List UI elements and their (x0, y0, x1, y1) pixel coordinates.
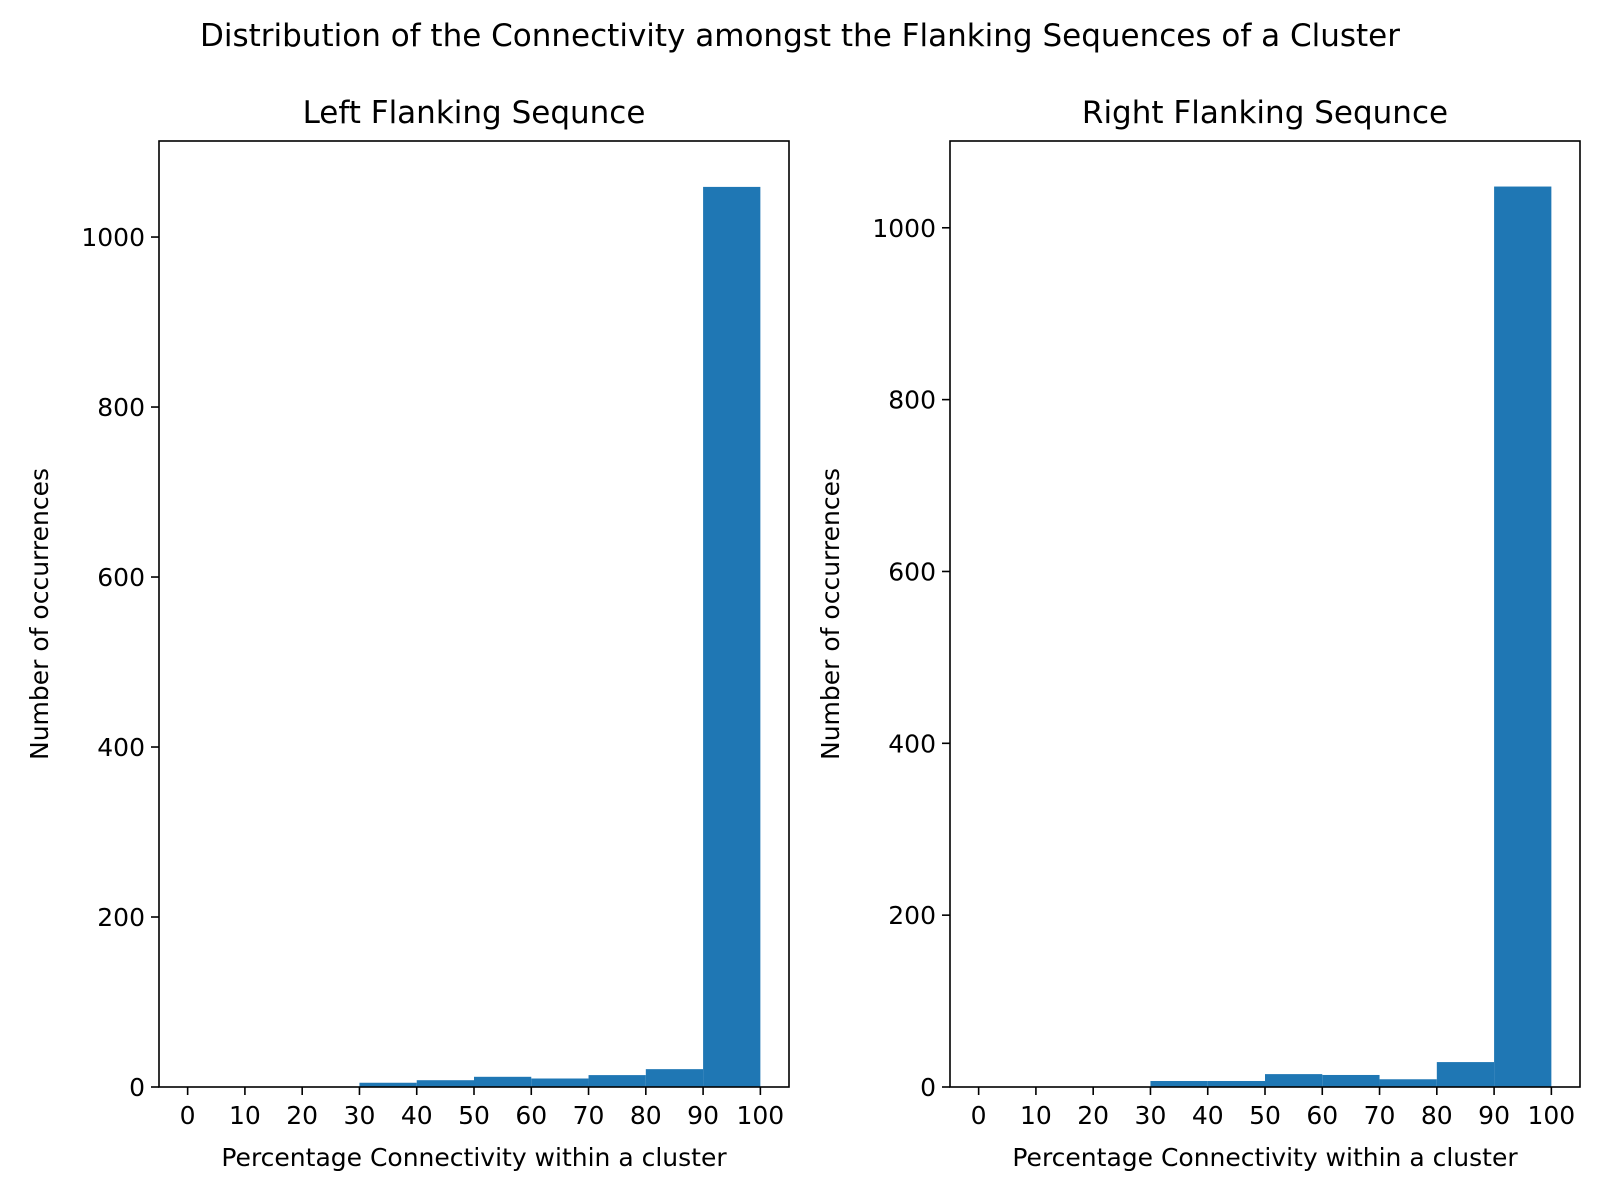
left-histogram-bar (703, 186, 761, 1087)
right-x-tick-label: 70 (1364, 1101, 1396, 1130)
left-y-tick-label: 400 (97, 733, 145, 762)
left-y-tick-label: 0 (129, 1073, 145, 1102)
right-y-axis-label: Number of occurrences (816, 468, 845, 760)
right-y-tick-label: 600 (888, 557, 936, 586)
left-x-axis-label: Percentage Connectivity within a cluster (221, 1143, 727, 1172)
right-histogram-bar (1322, 1074, 1380, 1087)
left-x-tick-label: 10 (229, 1101, 261, 1130)
left-x-tick-label: 20 (286, 1101, 318, 1130)
left-histogram-bar (359, 1082, 417, 1087)
right-histogram-bar (1379, 1079, 1437, 1087)
figure-title: Distribution of the Connectivity amongst… (199, 18, 1400, 54)
left-x-tick-label: 30 (344, 1101, 376, 1130)
right-histogram-bar (1494, 186, 1552, 1088)
right-y-tick-label: 200 (888, 901, 936, 930)
right-x-tick-label: 30 (1135, 1101, 1167, 1130)
left-x-tick-label: 80 (630, 1101, 662, 1130)
left-x-tick-label: 40 (401, 1101, 433, 1130)
right-x-tick-label: 0 (971, 1101, 987, 1130)
right-y-tick-label: 0 (920, 1073, 936, 1102)
right-histogram-bar (1207, 1080, 1265, 1087)
left-histogram-bar (474, 1076, 532, 1087)
left-histogram-bar (588, 1075, 646, 1087)
right-x-tick-label: 50 (1249, 1101, 1281, 1130)
left-x-tick-label: 90 (687, 1101, 719, 1130)
right-x-tick-label: 60 (1306, 1101, 1338, 1130)
right-histogram-bar (1436, 1062, 1495, 1087)
left-y-axis-label: Number of occurrences (25, 468, 54, 760)
right-plot-frame (949, 140, 1581, 1088)
right-y-tick-label: 400 (888, 729, 936, 758)
left-x-tick-label: 100 (737, 1101, 785, 1130)
left-x-tick-label: 50 (458, 1101, 490, 1130)
left-y-tick-label: 600 (97, 563, 145, 592)
left-y-tick-label: 1000 (81, 223, 145, 252)
right-histogram-bar (1265, 1074, 1323, 1087)
right-x-tick-label: 80 (1421, 1101, 1453, 1130)
right-y-tick-label: 800 (888, 386, 936, 415)
right-y-tick-label: 1000 (872, 214, 936, 243)
left-x-tick-label: 60 (515, 1101, 547, 1130)
right-x-tick-label: 100 (1528, 1101, 1576, 1130)
right-x-tick-label: 90 (1478, 1101, 1510, 1130)
left-histogram-bar (416, 1080, 474, 1087)
left-histogram-bar (531, 1078, 589, 1087)
right-x-axis-label: Percentage Connectivity within a cluster (1012, 1143, 1518, 1172)
right-x-tick-label: 40 (1192, 1101, 1224, 1130)
left-y-tick-label: 200 (97, 903, 145, 932)
right-x-tick-label: 20 (1077, 1101, 1109, 1130)
left-panel-title: Left Flanking Sequnce (303, 95, 646, 131)
left-x-tick-label: 0 (180, 1101, 196, 1130)
left-plot-frame (158, 140, 790, 1088)
left-x-tick-label: 70 (573, 1101, 605, 1130)
right-x-tick-label: 10 (1020, 1101, 1052, 1130)
left-histogram-bar (645, 1069, 704, 1087)
right-panel-title: Right Flanking Sequnce (1082, 95, 1448, 131)
right-histogram-bar (1150, 1080, 1208, 1087)
left-y-tick-label: 800 (97, 393, 145, 422)
